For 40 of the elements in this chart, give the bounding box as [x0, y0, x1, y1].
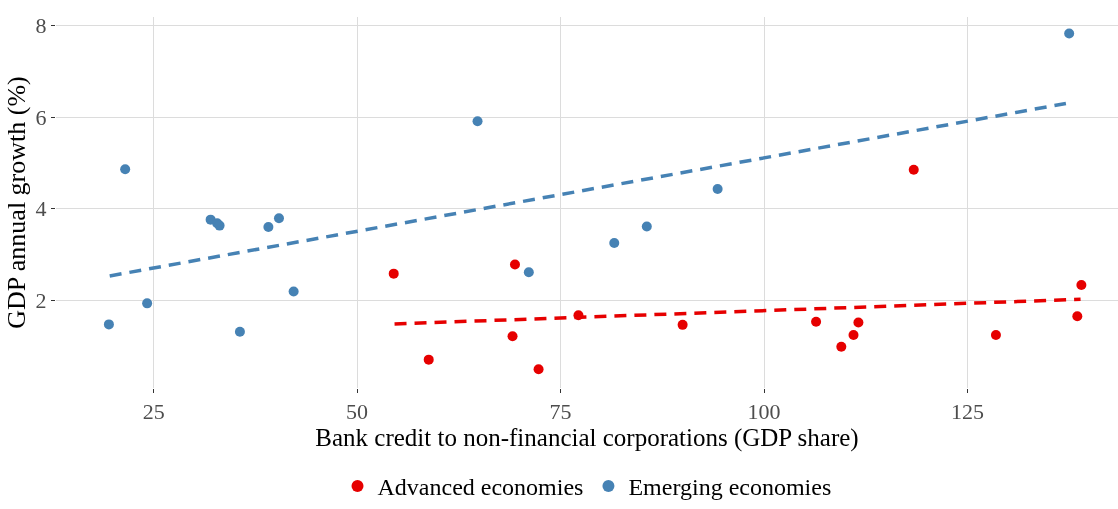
point	[848, 329, 859, 340]
point	[908, 164, 919, 175]
point	[853, 317, 864, 328]
y-tick-label: 8	[35, 13, 47, 39]
y-tick-label: 6	[35, 104, 47, 130]
x-axis-title: Bank credit to non-financial corporations (GDP share)	[315, 424, 859, 453]
point	[609, 237, 620, 248]
point	[142, 298, 153, 309]
point	[1076, 280, 1087, 291]
point	[234, 326, 245, 337]
x-tick-label: 50	[346, 399, 369, 425]
legend-label: Advanced economies	[377, 474, 584, 501]
point	[677, 319, 688, 330]
point	[103, 319, 114, 330]
point	[641, 221, 652, 232]
point	[288, 286, 299, 297]
point	[533, 364, 544, 375]
point	[811, 316, 822, 327]
x-tick-label: 75	[549, 399, 572, 425]
point	[990, 329, 1001, 340]
point	[509, 259, 520, 270]
point	[523, 267, 534, 278]
point	[507, 331, 518, 342]
x-tick-label: 25	[142, 399, 165, 425]
y-tick-label: 4	[35, 196, 47, 222]
x-tick-label: 125	[950, 399, 984, 425]
legend-label: Emerging economies	[628, 474, 832, 501]
x-tick-label: 100	[747, 399, 781, 425]
point	[423, 354, 434, 365]
point	[388, 268, 399, 279]
point	[1072, 311, 1083, 322]
point	[836, 341, 847, 352]
point	[1064, 28, 1075, 39]
y-axis-title: GDP annual growth (%)	[2, 76, 31, 329]
point	[712, 184, 723, 194]
point	[273, 213, 284, 224]
point	[263, 221, 274, 232]
y-tick-label: 2	[35, 287, 47, 313]
point	[120, 164, 131, 175]
point	[472, 116, 483, 127]
